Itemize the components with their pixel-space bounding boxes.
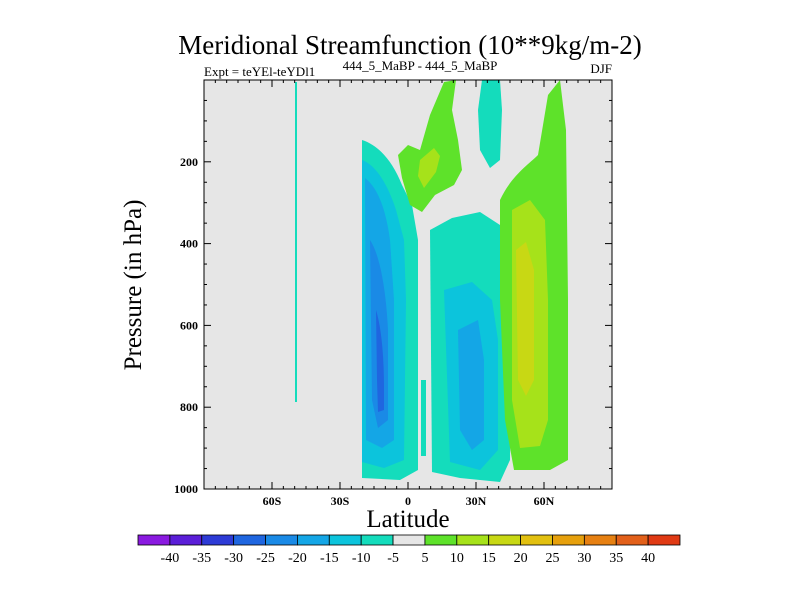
x-axis-label: Latitude [366,506,449,533]
colorbar-swatch [169,534,203,546]
upper-positive-10 [418,148,440,188]
x-tick-label: 0 [405,494,411,508]
colorbar-label: 40 [641,551,655,566]
chart-title: Meridional Streamfunction (10**9kg/m-2) [178,30,641,60]
contour-fills [295,80,568,482]
upper-positive-5 [398,80,462,212]
colorbar-swatch [265,534,298,546]
small-negative-strip [421,380,426,456]
colorbar-label: 30 [577,551,591,566]
colorbar-swatch [647,534,681,546]
y-tick-label: 600 [180,318,198,332]
colorbar-label: 10 [450,551,464,566]
y-tick-label: 200 [180,155,198,169]
subtitle-right: DJF [590,61,612,76]
colorbar-swatch [201,534,235,546]
x-tick-label: 60N [534,494,555,508]
y-tick-label: 1000 [174,482,198,496]
northern-positive-15 [516,242,534,396]
colorbar-label: 15 [482,551,496,566]
x-tick-label: 60S [263,494,282,508]
polar-thin-band [295,82,297,402]
colorbar-swatch [360,534,394,546]
subtitle-center: 444_5_MaBP - 444_5_MaBP [343,58,498,73]
colorbar-swatch [615,534,649,546]
colorbar-swatch [583,534,617,546]
colorbar-label: 35 [609,551,623,566]
y-axis-label: Pressure (in hPa) [120,200,147,371]
colorbar-swatch [520,534,553,546]
colorbar-swatch [233,534,266,546]
x-axis-ticks: 60S 30S 0 30N 60N [203,80,613,508]
colorbar-swatch [392,534,426,546]
colorbar-swatch [552,534,585,546]
colorbar-label: -40 [161,551,180,566]
colorbar-label: -20 [288,551,307,566]
y-tick-label: 400 [180,237,198,251]
colorbar-label: 5 [421,551,428,566]
y-tick-label: 800 [180,400,198,414]
x-tick-label: 30S [331,494,350,508]
colorbar-label: -10 [352,551,371,566]
colorbar-labels: -40 -35 -30 -25 -20 -15 -10 -5 5 10 15 20 25 30 35 40 [161,551,656,566]
colorbar-swatch [456,534,490,546]
colorbar-swatch [424,534,458,546]
northern-negative-minus15 [458,320,484,450]
y-axis-ticks: 200 400 600 800 1000 [174,79,612,496]
colorbar-swatch [328,534,362,546]
colorbar-label: -15 [320,551,339,566]
colorbar-label: 20 [514,551,528,566]
colorbar-label: -30 [224,551,243,566]
colorbar-label: -25 [256,551,275,566]
southern-cell-minus25 [376,310,384,412]
colorbar-swatch [488,534,521,546]
x-tick-label: 30N [466,494,487,508]
colorbar [137,534,681,546]
plot-area: 60S 30S 0 30N 60N 200 400 600 800 1000 [174,79,613,508]
colorbar-swatch [297,534,330,546]
colorbar-swatch [137,534,171,546]
upper-negative-minus5 [478,80,502,168]
colorbar-label: 25 [545,551,559,566]
subtitle-left: Expt = teYEl-teYDl1 [204,64,315,79]
colorbar-label: -35 [192,551,211,566]
colorbar-label: -5 [387,551,399,566]
